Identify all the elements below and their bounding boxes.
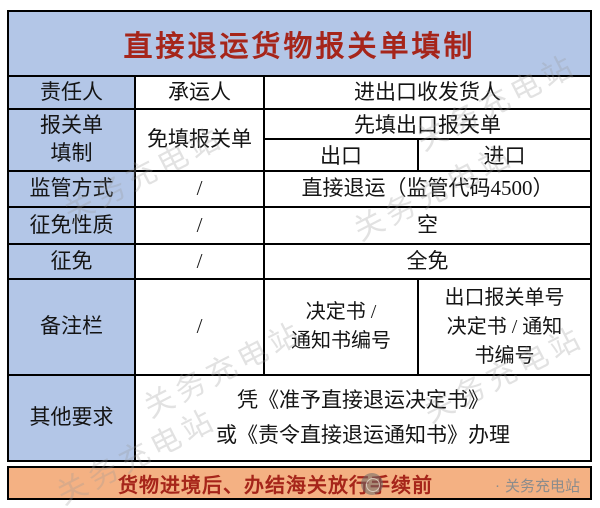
- footer-brand-name: 关务充电站: [504, 478, 580, 495]
- brand-logo-icon: [361, 473, 383, 495]
- customs-table: 直接退运货物报关单填制 责任人 承运人 进出口收发货人 报关单 填制 免填报关单…: [7, 10, 592, 462]
- cell-carrier: 承运人: [136, 77, 265, 108]
- footer-text: 货物进境后、办结海关放行手续前: [118, 474, 433, 497]
- table-row-responsible: 责任人 承运人 进出口收发货人: [9, 77, 590, 110]
- cell-supervision-slash: /: [136, 172, 265, 206]
- cell-export: 出口: [265, 140, 419, 170]
- cell-supervision-value: 直接退运（监管代码4500）: [301, 176, 554, 201]
- table-row-remarks: 备注栏 / 决定书 / 通知书编号 出口报关单号 决定书 / 通知 书编号: [9, 280, 590, 376]
- table-row-declaration: 报关单 填制 免填报关单 先填出口报关单 出口 进口: [9, 110, 590, 172]
- footer-separator: ·: [494, 477, 500, 494]
- page-title: 直接退运货物报关单填制: [123, 30, 476, 63]
- cell-levy-nature-value: 空: [417, 212, 438, 237]
- table-row-other: 其他要求 凭《准予直接退运决定书》 或《责令直接退运通知书》办理: [9, 376, 590, 460]
- footer-banner: 货物进境后、办结海关放行手续前 · 关务充电站: [7, 466, 592, 500]
- table-row-supervision: 监管方式 / 直接退运（监管代码4500）: [9, 172, 590, 208]
- table-row-levy: 征免 / 全免: [9, 245, 590, 280]
- cell-no-declaration: 免填报关单: [136, 110, 265, 170]
- cell-levy-nature-slash: /: [136, 208, 265, 243]
- row-header-declaration: 报关单 填制: [9, 110, 136, 170]
- row-header-levy-nature: 征免性质: [9, 208, 136, 243]
- row-header-responsible: 责任人: [9, 77, 136, 108]
- row-header-remarks: 备注栏: [9, 280, 136, 374]
- cell-export-first: 先填出口报关单: [265, 110, 590, 140]
- cell-remarks-decision: 决定书 / 通知书编号: [265, 280, 419, 374]
- cell-consignee: 进出口收发货人: [354, 79, 501, 104]
- row-header-levy: 征免: [9, 245, 136, 278]
- cell-levy-value: 全免: [406, 248, 449, 273]
- declaration-subrow: 出口 进口: [265, 140, 590, 170]
- cell-import: 进口: [483, 144, 526, 168]
- row-header-other: 其他要求: [9, 376, 136, 460]
- declaration-subgrid: 先填出口报关单 出口 进口: [265, 110, 590, 170]
- cell-levy-slash: /: [136, 245, 265, 278]
- cell-other-requirements: 凭《准予直接退运决定书》 或《责令直接退运通知书》办理: [216, 388, 510, 447]
- footer-brand: · 关务充电站: [495, 475, 580, 496]
- table-row-levy-nature: 征免性质 / 空: [9, 208, 590, 245]
- table-title-row: 直接退运货物报关单填制: [9, 12, 590, 77]
- row-header-supervision: 监管方式: [9, 172, 136, 206]
- cell-remarks-export-no: 出口报关单号 决定书 / 通知 书编号: [444, 286, 565, 367]
- cell-remarks-slash: /: [136, 280, 265, 374]
